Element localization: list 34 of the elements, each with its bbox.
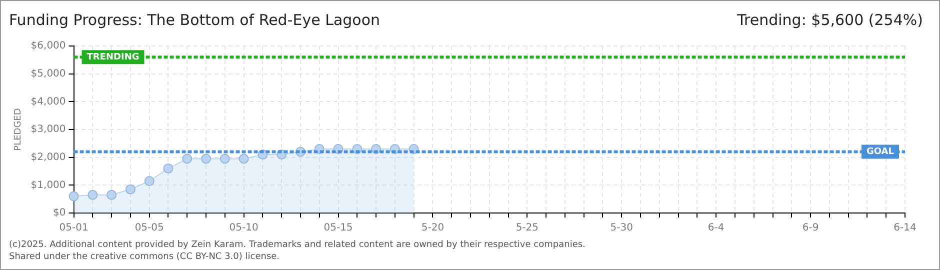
y-tick-label: $2,000 [30,152,66,163]
y-tick-label: $0 [53,208,66,219]
y-tick-label: $1,000 [30,180,66,191]
point [106,190,117,200]
y-tick-label: $3,000 [30,124,66,136]
y-tick-label: $6,000 [30,40,66,52]
ref-line-label: GOAL [866,147,894,158]
point [182,154,192,164]
x-tick-label: 6-14 [894,222,916,234]
point [125,184,136,194]
x-tick-label: 5-30 [610,222,633,234]
point [238,154,249,164]
x-tick-label: 05-15 [324,222,353,234]
y-axis-title: PLEDGED [14,108,24,151]
x-tick-label: 5-25 [516,222,539,234]
x-tick-label: 05-10 [229,222,258,234]
x-tick-label: 6-4 [708,222,724,234]
text: Shared under the creative commons (CC BY-NC 3.0) license. [9,251,281,263]
chart-title: Funding Progress: The Bottom of Red-Eye Lagoon [9,11,380,29]
point [144,176,154,186]
point [163,163,174,174]
x-tick-label: 5-20 [421,222,444,234]
y-tick-label: $5,000 [30,68,66,80]
x-tick-label: 05-05 [134,222,164,234]
text: (c)2025. Additional content provided by Zein Karam. Trademarks and related content are owned by their respective companies. [9,239,586,251]
chart-subtitle: Trending: $5,600 (254%) [737,11,923,29]
x-tick-label: 6-9 [802,222,819,234]
point [88,190,98,200]
y-tick-label: $4,000 [30,96,66,108]
x-tick-label: 05-01 [59,222,88,234]
point [201,154,212,164]
point [68,191,79,202]
ref-line-label: TRENDING [86,52,140,62]
point [220,154,230,164]
